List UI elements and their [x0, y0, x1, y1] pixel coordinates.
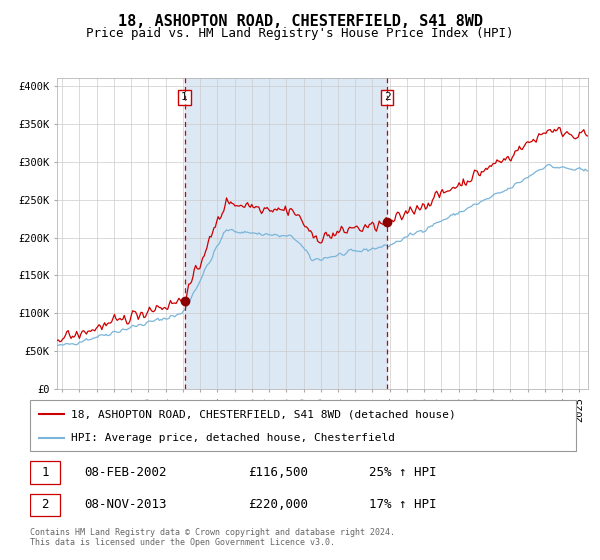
Text: 18, ASHOPTON ROAD, CHESTERFIELD, S41 8WD: 18, ASHOPTON ROAD, CHESTERFIELD, S41 8WD: [118, 14, 482, 29]
FancyBboxPatch shape: [30, 494, 60, 516]
Text: £220,000: £220,000: [248, 498, 308, 511]
Text: 17% ↑ HPI: 17% ↑ HPI: [368, 498, 436, 511]
Text: 18, ASHOPTON ROAD, CHESTERFIELD, S41 8WD (detached house): 18, ASHOPTON ROAD, CHESTERFIELD, S41 8WD…: [71, 409, 456, 419]
Text: 1: 1: [181, 92, 188, 102]
Text: 08-NOV-2013: 08-NOV-2013: [85, 498, 167, 511]
Text: Price paid vs. HM Land Registry's House Price Index (HPI): Price paid vs. HM Land Registry's House …: [86, 27, 514, 40]
Text: £116,500: £116,500: [248, 466, 308, 479]
Text: 25% ↑ HPI: 25% ↑ HPI: [368, 466, 436, 479]
Text: 2: 2: [41, 498, 49, 511]
Text: HPI: Average price, detached house, Chesterfield: HPI: Average price, detached house, Ches…: [71, 433, 395, 443]
Text: 1: 1: [41, 466, 49, 479]
Text: Contains HM Land Registry data © Crown copyright and database right 2024.
This d: Contains HM Land Registry data © Crown c…: [30, 528, 395, 547]
FancyBboxPatch shape: [30, 400, 576, 451]
Bar: [185, 78, 387, 389]
Text: 2: 2: [384, 92, 391, 102]
FancyBboxPatch shape: [30, 461, 60, 484]
Text: 08-FEB-2002: 08-FEB-2002: [85, 466, 167, 479]
